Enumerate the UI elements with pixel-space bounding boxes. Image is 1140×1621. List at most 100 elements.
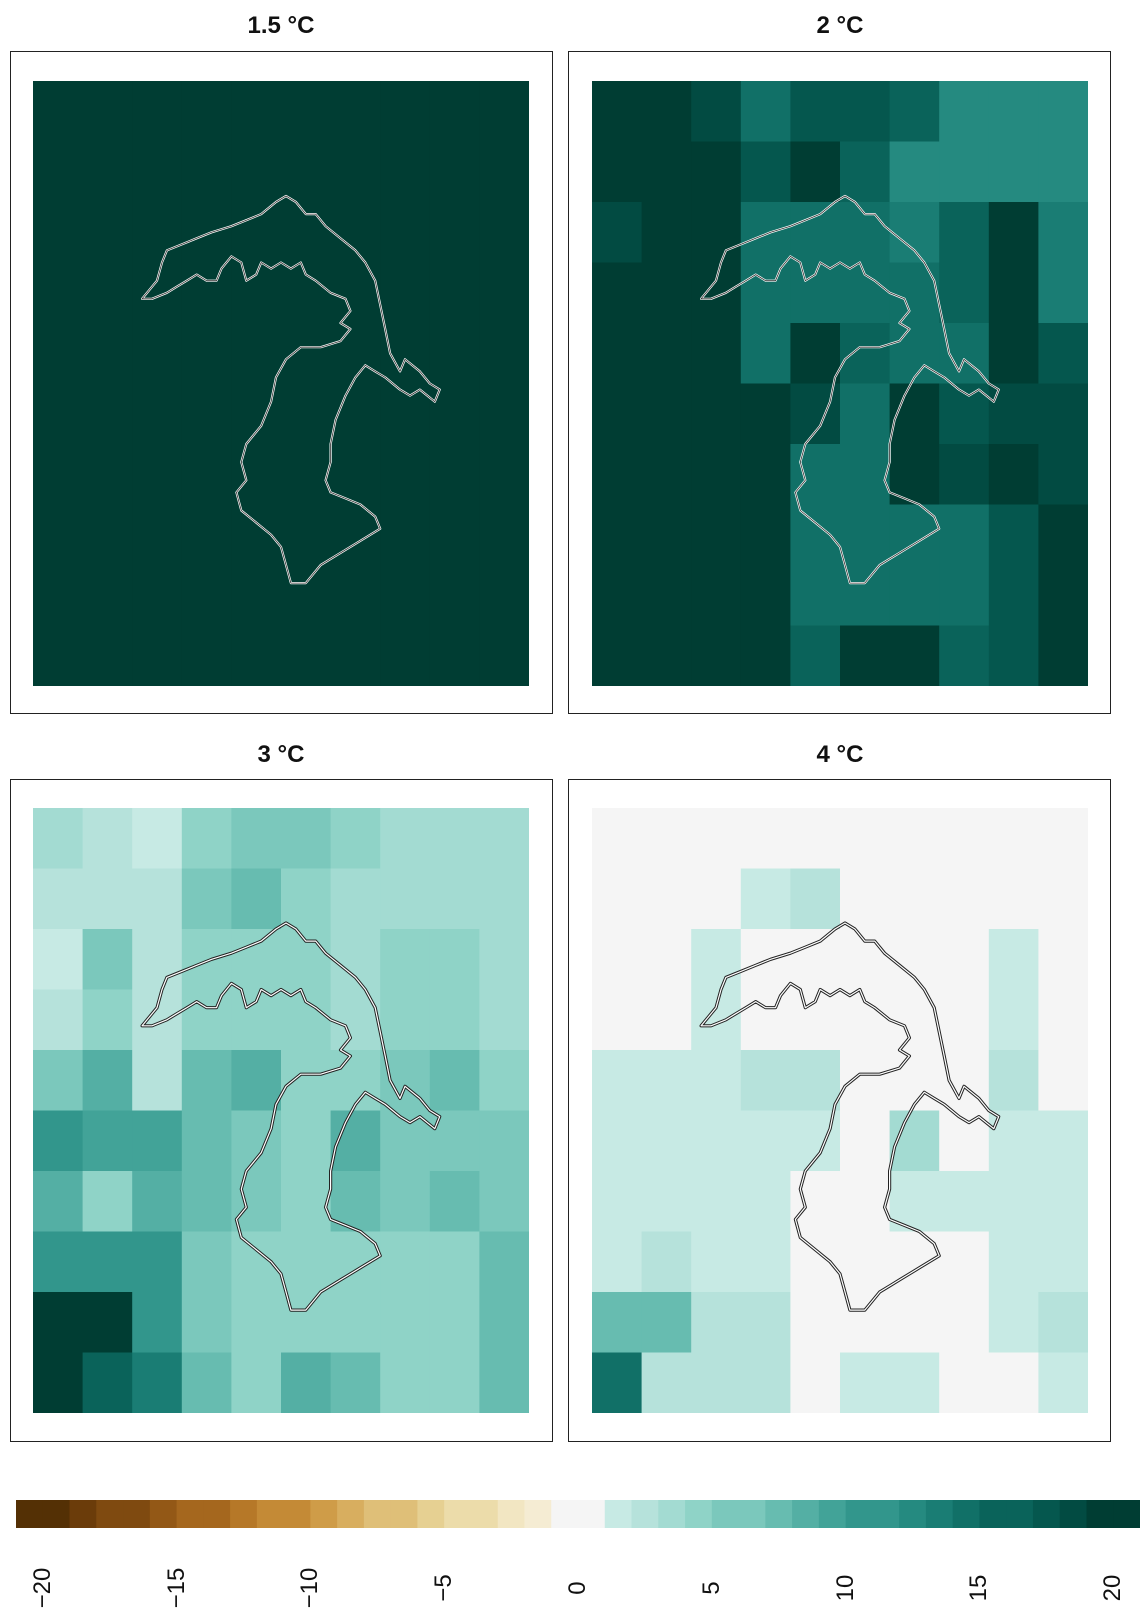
heatmap-cell [82,1292,133,1354]
heatmap-cell [181,504,232,566]
heatmap-cell [740,808,791,870]
heatmap-cell [479,1171,529,1233]
colorbar-segment [337,1500,365,1528]
panel-title-4: 4 °C [816,741,864,768]
heatmap-cell [790,202,841,264]
heatmap-cell [82,1050,133,1112]
heatmap-cell [740,262,791,324]
heatmap-cell [82,808,133,870]
heatmap-cell [939,1231,990,1293]
heatmap-cell [33,989,84,1051]
colorbar-segment [738,1500,766,1528]
heatmap-cell [1038,262,1088,324]
colorbar-segment [578,1500,606,1528]
heatmap-cell [889,202,940,264]
heatmap-cell [740,1110,791,1172]
heatmap-cell [691,808,742,870]
heatmap-cell [231,323,282,385]
heatmap-cell [641,81,692,143]
heatmap-cell [132,1171,183,1233]
heatmap-cell [1038,625,1088,686]
heatmap-cell [479,444,529,506]
heatmap-cell [840,868,891,930]
heatmap-cell [740,504,791,566]
colorbar-segment [96,1500,124,1528]
heatmap-cell [82,1352,133,1413]
heatmap-cell [939,1171,990,1233]
heatmap-cell [380,1171,431,1233]
heatmap-cell [132,202,183,264]
heatmap-cell [132,444,183,506]
heatmap-cell [592,1110,643,1172]
heatmap-cell [740,383,791,445]
heatmap-cell [840,929,891,991]
lake-outline-inner [700,922,1000,1311]
heatmap-cell [82,565,133,627]
colorbar-segment [604,1500,633,1528]
heatmap-cell [1038,929,1088,991]
heatmap-cell [330,1050,381,1112]
heatmap-cell [988,1050,1039,1112]
heatmap-cell [889,868,940,930]
heatmap-cell [181,1171,232,1233]
heatmap-cell [790,868,841,930]
heatmap-cell [82,989,133,1051]
heatmap-cell [82,504,133,566]
colorbar-segment [176,1500,204,1528]
heatmap-cell [840,1231,891,1293]
colorbar-tick-label: −15 [162,1567,190,1609]
lake-outline-inner [141,195,441,584]
heatmap-cell [1038,444,1088,506]
heatmap-cell [132,929,183,991]
colorbar-segment [765,1500,793,1528]
heatmap-cell [889,141,940,203]
heatmap-cell [33,81,84,143]
heatmap-cell [380,1352,431,1413]
colorbar-tick-label: 15 [965,1574,993,1602]
colorbar-segment [390,1500,418,1528]
heatmap-cell [691,1110,742,1172]
heatmap-cell [641,989,692,1051]
heatmap-cell [33,444,84,506]
heatmap-cell [840,81,891,143]
heatmap-cell [231,929,282,991]
colorbar-tick-label: −10 [296,1567,324,1609]
heatmap-cell [82,262,133,324]
heatmap-cell [479,81,529,143]
heatmap-cell [132,504,183,566]
heatmap-cell [790,1231,841,1293]
heatmap-cell [82,1171,133,1233]
heatmap-cell [790,808,841,870]
colorbar-segment [1113,1500,1140,1528]
heatmap-cell [231,81,282,143]
heatmap-cell [740,625,791,686]
heatmap-cell [641,1050,692,1112]
heatmap-cell [840,808,891,870]
heatmap-cell [330,81,381,143]
heatmap-cell [641,1110,692,1172]
heatmap-cell [181,1292,232,1354]
heatmap-cell [889,323,940,385]
colorbar-segment [685,1500,713,1528]
heatmap-cell [429,141,480,203]
heatmap-cell [181,625,232,686]
heatmap-cell [132,1110,183,1172]
heatmap-cell [939,262,990,324]
colorbar-segment [979,1500,1007,1528]
heatmap-cell [592,323,643,385]
heatmap-cell [840,202,891,264]
heatmap-cell [181,81,232,143]
heatmap-cell [691,868,742,930]
heatmap-cell [1038,1231,1088,1293]
heatmap-cell [988,262,1039,324]
heatmap-cell [641,1352,692,1413]
heatmap-cell [988,444,1039,506]
heatmap-cell [33,1110,84,1172]
heatmap-cell [641,1171,692,1233]
heatmap-cell [790,1292,841,1354]
heatmap-cell [939,504,990,566]
heatmap-cell [939,808,990,870]
lake-outline-inner [700,195,1000,584]
heatmap-cell [82,383,133,445]
heatmap-cell [33,1050,84,1112]
